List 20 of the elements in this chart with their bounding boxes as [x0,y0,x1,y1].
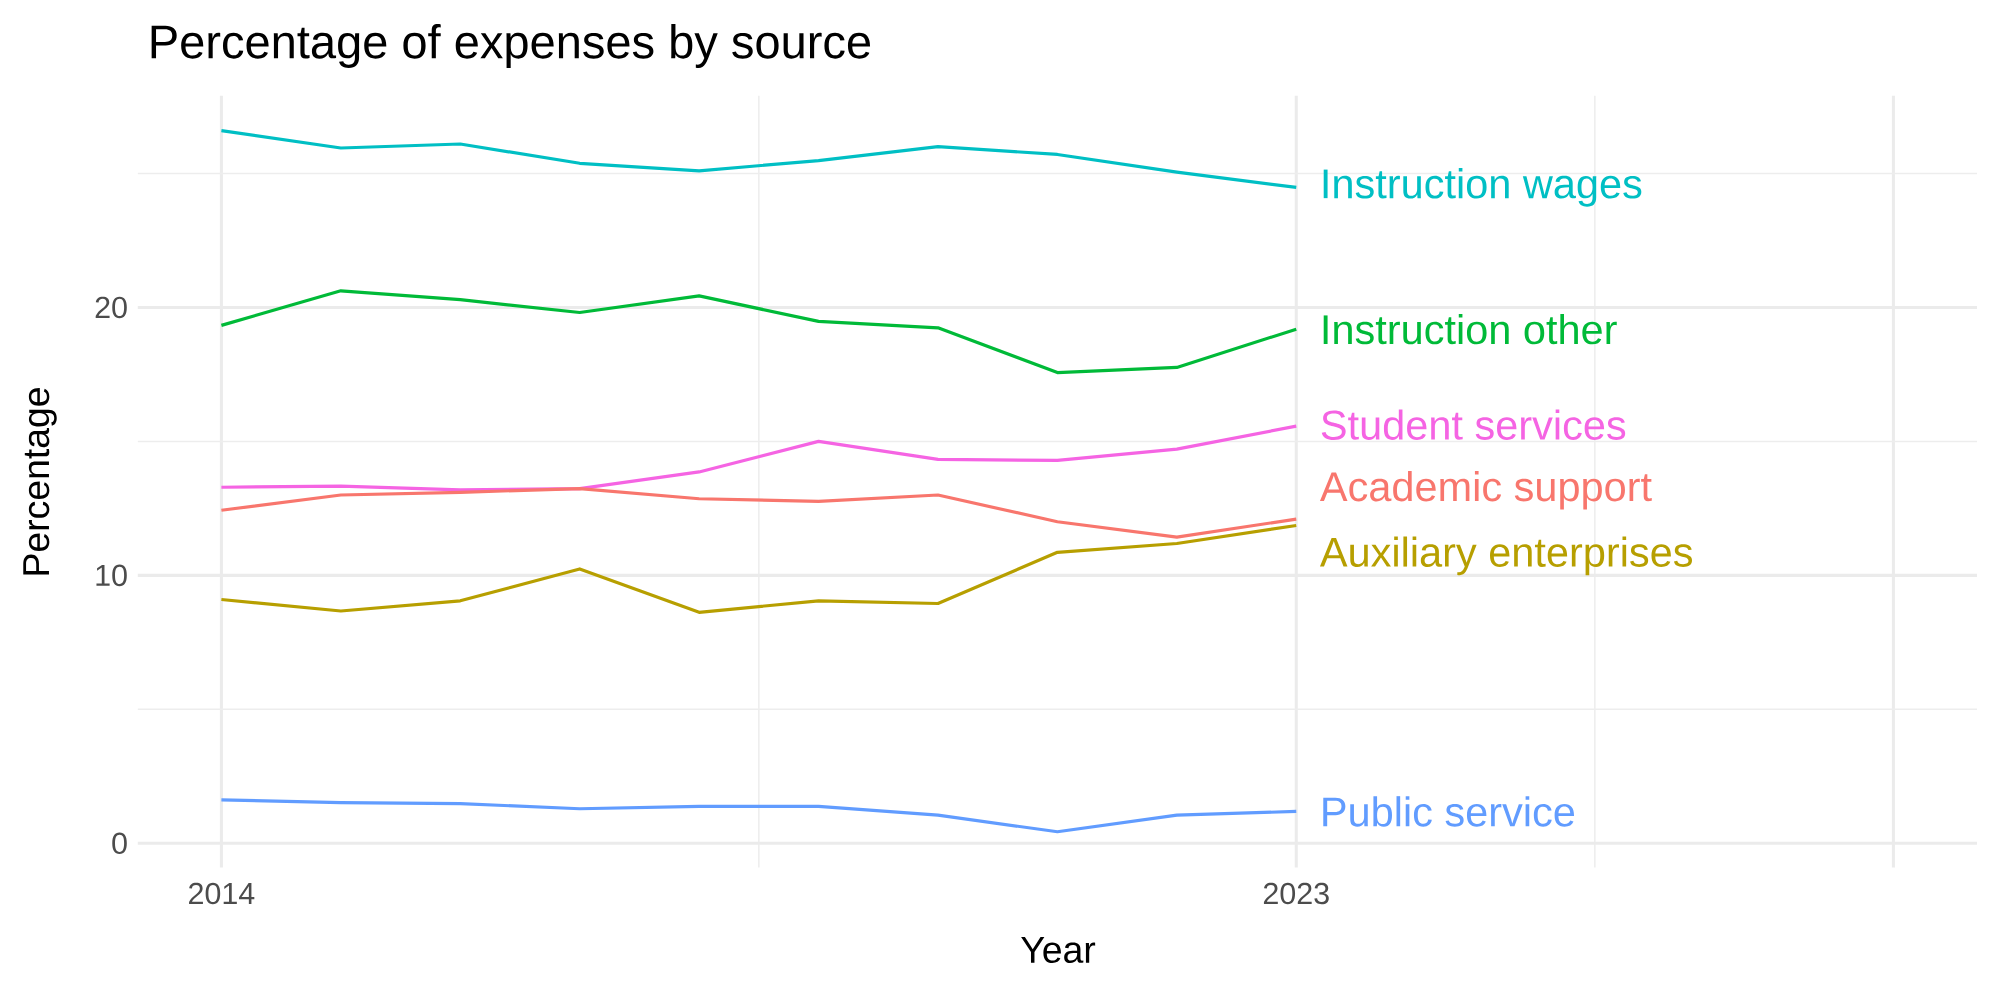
series-label: Instruction other [1323,313,1617,345]
y-axis-title: Percentage [23,388,57,575]
line-series [219,129,1298,189]
line-series [219,424,1298,492]
series-label: Academic support [1319,470,1652,510]
x-axis-title: Year [1021,936,1096,964]
y-tick-label: 0 [112,832,127,855]
line-series [219,523,1298,614]
line-series [219,798,1298,834]
series-label: Auxiliary enterprises [1319,536,1692,576]
series-label: Student services [1321,409,1626,440]
series-label: Public service [1323,796,1575,827]
y-tick-label: 20 [95,296,127,319]
y-tick-label: 10 [96,564,127,587]
line-series [219,486,1298,539]
chart-title: Percentage of expenses by source [151,24,871,68]
x-tick-label: 2014 [189,882,255,905]
x-tick-label: 2023 [1263,882,1329,905]
series-label: Instruction wages [1323,168,1642,207]
line-series [219,289,1298,375]
